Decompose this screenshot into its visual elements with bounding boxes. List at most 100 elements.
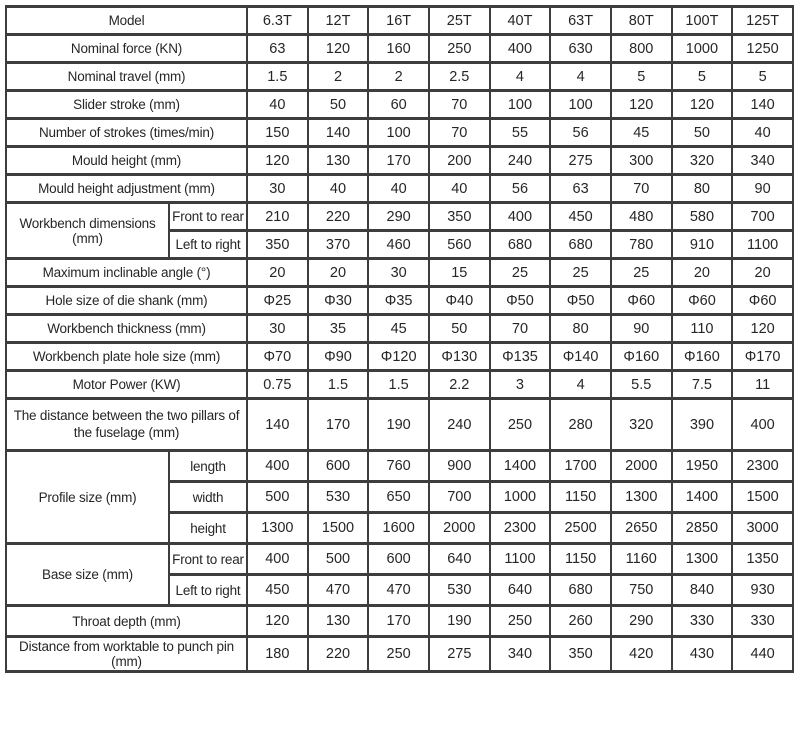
value-cell: 2000 [427, 511, 491, 545]
value-cell: 100 [549, 89, 612, 120]
value-cell: Φ120 [367, 341, 430, 372]
value-cell: 600 [306, 449, 370, 483]
value-cell: 15 [427, 257, 491, 288]
value-cell: 63 [549, 173, 612, 204]
value-cell: 70 [488, 313, 552, 344]
value-cell: 2000 [609, 449, 673, 483]
value-cell: 350 [246, 229, 309, 260]
table-row: Number of strokes (times/min) 150 140 100 70… [5, 117, 794, 148]
value-cell: 340 [488, 635, 552, 673]
value-cell: 240 [427, 397, 491, 452]
value-cell: 650 [367, 480, 430, 514]
value-cell: 1000 [488, 480, 552, 514]
value-cell: Φ25 [246, 285, 309, 316]
table-row: Maximum inclinable angle (°) 20 20 30 15 25 25… [5, 257, 794, 288]
value-cell: 1400 [488, 449, 552, 483]
value-cell: 2850 [670, 511, 734, 545]
value-cell: 1.5 [306, 369, 370, 400]
row-label: Distance from worktable to punch pin (mm… [5, 635, 248, 673]
value-cell: 2650 [609, 511, 673, 545]
value-cell: 930 [731, 573, 794, 607]
value-cell: 630 [549, 33, 612, 64]
value-cell: 25 [549, 257, 612, 288]
value-cell: 70 [609, 173, 673, 204]
table-row: Profile size (mm) length 400 600 760 900 1400 1… [5, 449, 794, 545]
value-cell: 350 [427, 201, 491, 232]
value-cell: 400 [246, 449, 309, 483]
value-cell: 20 [246, 257, 309, 288]
value-cell: 400 [488, 201, 552, 232]
value-cell: 130 [306, 604, 370, 638]
row-label: Workbench thickness (mm) [5, 313, 248, 344]
value-cell: 63 [246, 33, 309, 64]
value-cell: 140 [246, 397, 309, 452]
model-header-cell: 6.3T [246, 5, 309, 36]
model-header-cell: 12T [306, 5, 370, 36]
value-cell: 120 [246, 604, 309, 638]
value-cell: 5 [609, 61, 673, 92]
value-cell: 45 [609, 117, 673, 148]
table-row: Distance from worktable to punch pin (mm… [5, 635, 794, 673]
row-label: Model [5, 5, 248, 36]
value-cell: 300 [609, 145, 673, 176]
table-row: Left to right 450 470 470 530 640 680 750 840 930 [6, 573, 794, 607]
value-cell: 1500 [731, 480, 794, 514]
row-group-label: Workbench dimensions (mm) [5, 201, 170, 260]
value-cell: 30 [246, 173, 309, 204]
row-label: Nominal travel (mm) [5, 61, 248, 92]
value-cell: 80 [549, 313, 612, 344]
value-cell: 320 [670, 145, 734, 176]
value-cell: 680 [549, 229, 612, 260]
value-cell: 250 [488, 397, 552, 452]
value-cell: 150 [246, 117, 309, 148]
value-cell: 250 [367, 635, 430, 673]
value-cell: 70 [427, 117, 491, 148]
table-row: Hole size of die shank (mm) Φ25 Φ30 Φ35 Φ40 Φ… [5, 285, 794, 316]
value-cell: 1250 [731, 33, 794, 64]
spec-table-body: Model 6.3T 12T 16T 25T 40T 63T 80T 100T 125T Nomin… [5, 5, 794, 673]
row-label: Number of strokes (times/min) [5, 117, 248, 148]
value-cell: 900 [427, 449, 491, 483]
value-cell: 1950 [670, 449, 734, 483]
value-cell: 170 [306, 397, 370, 452]
value-cell: 1100 [731, 229, 794, 260]
model-header-cell: 63T [549, 5, 612, 36]
row-label: Mould height adjustment (mm) [5, 173, 248, 204]
row-label: Mould height (mm) [5, 145, 248, 176]
value-cell: 530 [427, 573, 491, 607]
row-label: The distance between the two pillars of … [5, 397, 248, 452]
value-cell: 200 [427, 145, 491, 176]
value-cell: Φ50 [549, 285, 612, 316]
value-cell: 5 [670, 61, 734, 92]
value-cell: 20 [670, 257, 734, 288]
value-cell: 1600 [367, 511, 430, 545]
value-cell: 560 [427, 229, 491, 260]
row-sub-label: Front to rear [168, 201, 248, 232]
value-cell: 100 [367, 117, 430, 148]
row-sub-label: height [168, 511, 248, 545]
model-header-cell: 40T [488, 5, 552, 36]
value-cell: 120 [306, 33, 370, 64]
value-cell: 210 [246, 201, 309, 232]
value-cell: 680 [488, 229, 552, 260]
value-cell: 50 [306, 89, 370, 120]
value-cell: 400 [488, 33, 552, 64]
table-row: Mould height adjustment (mm) 30 40 40 40 56 63… [5, 173, 794, 204]
row-label: Nominal force (KN) [5, 33, 248, 64]
value-cell: 70 [427, 89, 491, 120]
value-cell: 4 [549, 61, 612, 92]
value-cell: 330 [731, 604, 794, 638]
value-cell: 55 [488, 117, 552, 148]
table-row: Workbench dimensions (mm) Front to rear 21… [5, 201, 794, 260]
value-cell: 400 [731, 397, 794, 452]
value-cell: 250 [427, 33, 491, 64]
value-cell: 1.5 [367, 369, 430, 400]
value-cell: 190 [427, 604, 491, 638]
table-row: Base size (mm) Front to rear 400 500 600 640 1… [5, 542, 794, 607]
model-header-cell: 25T [427, 5, 491, 36]
value-cell: 25 [609, 257, 673, 288]
value-cell: Φ35 [367, 285, 430, 316]
value-cell: 450 [549, 201, 612, 232]
value-cell: 2500 [549, 511, 612, 545]
table-row: Model 6.3T 12T 16T 25T 40T 63T 80T 100T 125T [5, 5, 794, 36]
